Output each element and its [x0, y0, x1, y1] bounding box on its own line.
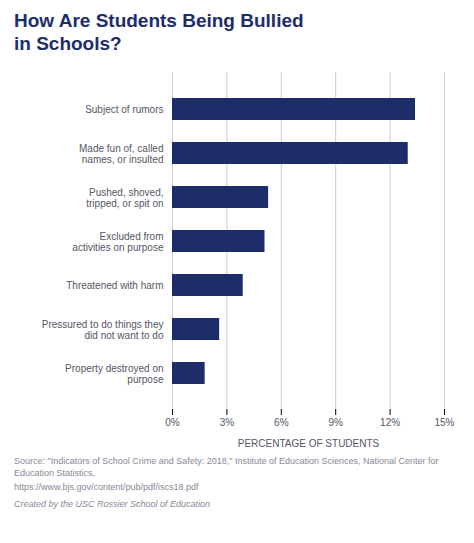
svg-text:PERCENTAGE OF STUDENTS: PERCENTAGE OF STUDENTS — [238, 437, 380, 448]
svg-text:9%: 9% — [328, 416, 343, 427]
svg-text:0%: 0% — [165, 416, 180, 427]
html-text:https://www.bjs.gov/content/pu: https://www.bjs.gov/content/pub/pdf/iscs… — [14, 481, 199, 492]
svg-text:Property destroyed onpurpose: Property destroyed onpurpose — [65, 362, 164, 384]
svg-text:Pushed, shoved,tripped, or spi: Pushed, shoved,tripped, or spit on — [86, 186, 163, 208]
svg-text:Excluded fromactivities on pur: Excluded fromactivities on purpose — [72, 230, 164, 252]
svg-text:Pressured to do things theydid: Pressured to do things theydid not want … — [42, 318, 164, 340]
html-text:Created by the USC Rossier Sch: Created by the USC Rossier School of Edu… — [14, 499, 211, 509]
html-text:How Are Students Being Bullied: How Are Students Being Bullied in School… — [14, 10, 304, 54]
svg-text:Threatened with harm: Threatened with harm — [66, 280, 163, 291]
svg-text:3%: 3% — [220, 416, 235, 427]
svg-text:15%: 15% — [434, 416, 454, 427]
svg-text:6%: 6% — [274, 416, 289, 427]
svg-text:12%: 12% — [380, 416, 400, 427]
svg-text:Made fun of, callednames, or i: Made fun of, callednames, or insulted — [79, 142, 164, 164]
svg-text:Subject of rumors: Subject of rumors — [85, 104, 163, 115]
html-text:Source: "Indicators of School: Source: "Indicators of School Crime and … — [14, 455, 439, 478]
